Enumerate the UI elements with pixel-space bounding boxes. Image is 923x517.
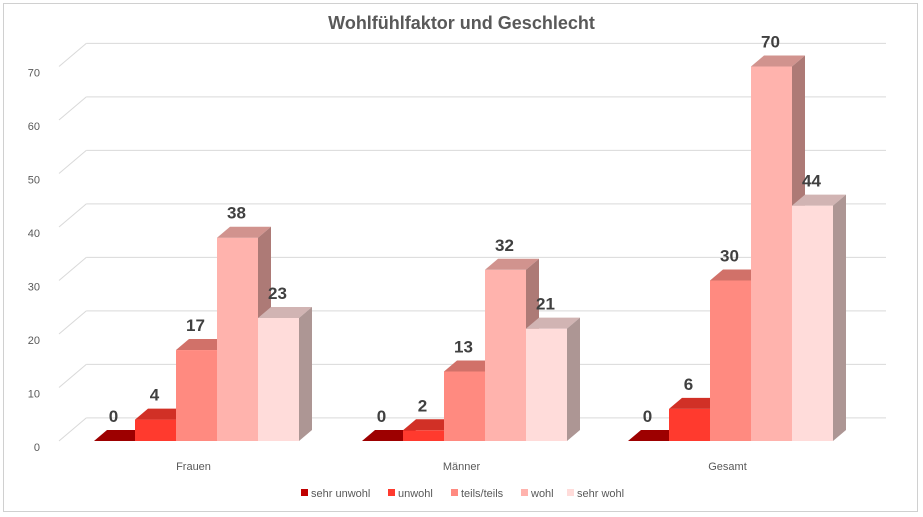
bar-top — [710, 269, 764, 281]
bar-front — [669, 408, 710, 441]
legend-swatch — [567, 489, 574, 496]
data-label: 38 — [227, 204, 246, 223]
bar-top — [751, 55, 805, 67]
bar-front — [258, 317, 299, 441]
y-tick-label: 30 — [28, 282, 40, 294]
data-label: 0 — [643, 407, 652, 426]
bar-front — [444, 371, 485, 441]
data-label: 70 — [761, 33, 780, 52]
data-label: 23 — [268, 284, 287, 303]
bar-top — [485, 258, 539, 270]
legend-swatch — [301, 489, 308, 496]
data-label: 0 — [377, 407, 386, 426]
bar-front — [403, 430, 444, 441]
legend-label: sehr unwohl — [311, 488, 370, 500]
legend-swatch — [521, 489, 528, 496]
legend-swatch — [451, 489, 458, 496]
bar-front — [751, 66, 792, 441]
bar-front — [792, 205, 833, 441]
data-label: 0 — [109, 407, 118, 426]
gridline-diagonal — [58, 257, 87, 281]
bar-top — [135, 408, 189, 420]
data-label: 44 — [802, 172, 821, 191]
chart-title: Wohlfühlfaktor und Geschlecht — [328, 13, 595, 33]
bar-top — [403, 419, 457, 431]
bar-front — [526, 328, 567, 441]
x-tick-label: Frauen — [176, 461, 211, 473]
y-tick-label: 60 — [28, 121, 40, 133]
legend-label: wohl — [530, 488, 554, 500]
bar-top — [217, 226, 271, 238]
data-label: 13 — [454, 337, 473, 356]
bar-side — [299, 306, 312, 441]
data-label: 17 — [186, 316, 205, 335]
bar-top — [176, 339, 230, 351]
y-tick-label: 40 — [28, 228, 40, 240]
x-tick-label: Männer — [443, 461, 481, 473]
gridline-diagonal — [58, 150, 87, 174]
gridline-diagonal — [58, 203, 87, 228]
gridline-diagonal — [58, 417, 87, 442]
y-tick-label: 20 — [28, 335, 40, 347]
bar-top — [669, 397, 723, 409]
bar-top — [258, 306, 312, 318]
legend-label: unwohl — [398, 488, 433, 500]
data-label: 21 — [536, 295, 555, 314]
data-label: 2 — [418, 396, 427, 415]
y-tick-label: 50 — [28, 175, 40, 187]
bar-front — [135, 419, 176, 441]
bar-top — [444, 360, 498, 372]
y-tick-label: 70 — [28, 68, 40, 80]
bar-side — [833, 194, 846, 441]
bar-front — [710, 280, 751, 441]
bar-top — [526, 317, 580, 329]
x-tick-label: Gesamt — [708, 461, 747, 473]
bar-top — [94, 430, 148, 441]
gridline-diagonal — [58, 43, 87, 67]
data-label: 6 — [684, 375, 693, 394]
bar-top — [792, 194, 846, 206]
y-tick-label: 10 — [28, 389, 40, 401]
y-tick-label: 0 — [34, 442, 40, 454]
data-label: 32 — [495, 236, 514, 255]
bar-front — [176, 350, 217, 441]
data-label: 4 — [150, 386, 160, 405]
legend-label: sehr wohl — [577, 488, 624, 500]
data-label: 30 — [720, 247, 739, 266]
bar-top — [362, 430, 416, 441]
legend-label: teils/teils — [461, 488, 504, 500]
bar-top — [628, 430, 682, 441]
gridline-diagonal — [58, 310, 87, 335]
bar-front — [217, 237, 258, 441]
bar-front — [485, 269, 526, 441]
bar-side — [567, 317, 580, 441]
gridline-diagonal — [58, 96, 87, 121]
legend-swatch — [388, 489, 395, 496]
gridline-diagonal — [58, 364, 87, 388]
